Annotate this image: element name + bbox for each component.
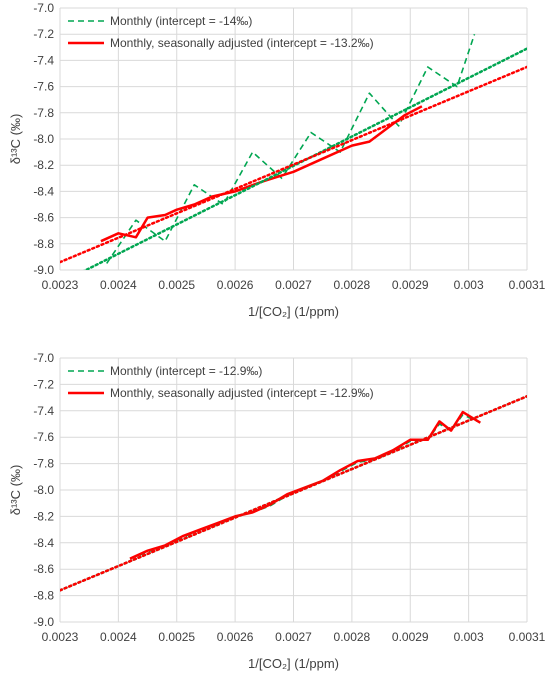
plot-area — [60, 395, 527, 592]
y-tick-label: -8.6 — [33, 211, 54, 225]
y-tick-label: -7.4 — [33, 53, 54, 67]
y-tick-label: -7.2 — [33, 27, 54, 41]
y-tick-label: -7.6 — [33, 80, 54, 94]
y-tick-label: -8.4 — [33, 184, 54, 198]
x-tick-label: 0.0027 — [275, 278, 312, 292]
y-tick-label: -8.8 — [33, 237, 54, 251]
y-tick-label: -7.8 — [33, 457, 54, 471]
x-tick-label: 0.0027 — [275, 630, 312, 644]
y-tick-label: -9.0 — [33, 263, 54, 277]
legend-label: Monthly (intercept = -12.9‰) — [110, 364, 262, 378]
y-tick-label: -8.0 — [33, 483, 54, 497]
chart-top: -7.0 -7.2 -7.4 -7.6 -7.8 -8.0 -8.2 -8.4 -8.6 -8.8… — [8, 1, 546, 319]
legend: Monthly (intercept = -12.9‰) Monthly, sea… — [68, 364, 374, 400]
x-tick-label: 0.0026 — [217, 630, 254, 644]
y-tick-label: -7.4 — [33, 404, 54, 418]
legend-label: Monthly (intercept = -14‰) — [110, 14, 252, 28]
x-tick-label: 0.0029 — [392, 630, 429, 644]
chart-bottom: -7.0 -7.2 -7.4 -7.6 -7.8 -8.0 -8.2 -8.4 -8.6 -8.8… — [8, 351, 546, 671]
x-tick-label: 0.0026 — [217, 278, 254, 292]
y-tick-label: -7.0 — [33, 351, 54, 365]
trendline-seasonally-adjusted — [60, 65, 527, 264]
x-tick-label: 0.0025 — [158, 278, 195, 292]
x-axis-title: 1/[CO₂] (1/ppm) — [248, 656, 339, 671]
y-tick-label: -7.2 — [33, 377, 54, 391]
x-tick-label: 0.0023 — [42, 278, 79, 292]
y-tick-label: -7.8 — [33, 106, 54, 120]
x-tick-label: 0.0031 — [509, 278, 546, 292]
x-tick-label: 0.0028 — [334, 278, 371, 292]
legend-label: Monthly, seasonally adjusted (intercept … — [110, 36, 374, 50]
x-tick-label: 0.0029 — [392, 278, 429, 292]
x-tick-label: 0.0024 — [100, 630, 137, 644]
series-line-seasonally-adjusted — [129, 410, 481, 560]
x-tick-label: 0.0025 — [158, 630, 195, 644]
series-line-monthly — [106, 33, 476, 264]
x-tick-label: 0.003 — [454, 278, 484, 292]
trendline-monthly — [83, 47, 527, 270]
x-tick-label: 0.003 — [454, 630, 484, 644]
x-axis-title: 1/[CO₂] (1/ppm) — [248, 304, 339, 319]
x-tick-label: 0.0031 — [509, 630, 546, 644]
trendline-seasonally-adjusted — [60, 395, 527, 592]
legend-label: Monthly, seasonally adjusted (intercept … — [110, 386, 374, 400]
y-tick-label: -8.8 — [33, 589, 54, 603]
x-tick-label: 0.0028 — [334, 630, 371, 644]
y-tick-label: -7.0 — [33, 1, 54, 15]
y-tick-label: -8.0 — [33, 132, 54, 146]
legend: Monthly (intercept = -14‰) Monthly, seaso… — [68, 14, 374, 50]
x-tick-label: 0.0024 — [100, 278, 137, 292]
y-axis-title: δ¹³C (‰) — [8, 465, 23, 516]
y-tick-label: -8.6 — [33, 562, 54, 576]
series-line-seasonally-adjusted — [100, 105, 423, 243]
x-tick-label: 0.0023 — [42, 630, 79, 644]
y-tick-label: -8.2 — [33, 509, 54, 523]
y-tick-label: -7.6 — [33, 430, 54, 444]
plot-area — [60, 33, 527, 270]
y-tick-label: -8.4 — [33, 536, 54, 550]
y-axis-title: δ¹³C (‰) — [8, 114, 23, 165]
y-tick-label: -8.2 — [33, 158, 54, 172]
y-tick-label: -9.0 — [33, 615, 54, 629]
